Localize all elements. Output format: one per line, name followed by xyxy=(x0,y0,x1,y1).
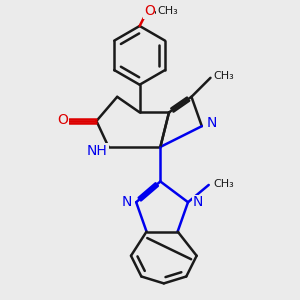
Text: N: N xyxy=(206,116,217,130)
Text: NH: NH xyxy=(87,144,108,158)
Text: CH₃: CH₃ xyxy=(157,7,178,16)
Text: N: N xyxy=(193,195,203,209)
Text: O: O xyxy=(144,4,155,19)
Text: CH₃: CH₃ xyxy=(213,178,234,188)
Text: N: N xyxy=(121,195,132,209)
Text: O: O xyxy=(57,113,68,127)
Text: CH₃: CH₃ xyxy=(213,71,234,81)
